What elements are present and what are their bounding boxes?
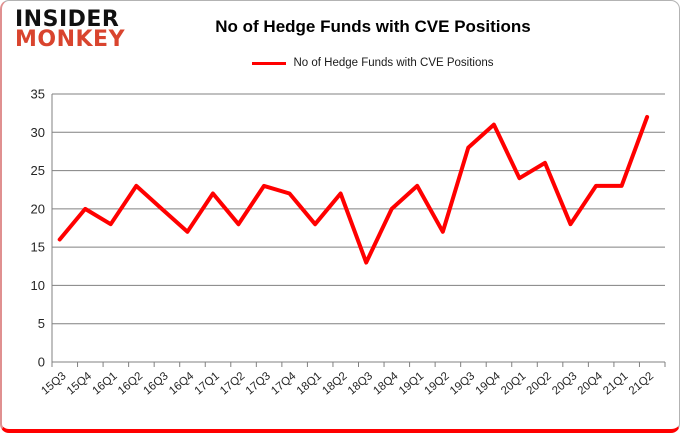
legend-label: No of Hedge Funds with CVE Positions — [293, 57, 494, 69]
chart-legend: No of Hedge Funds with CVE Positions — [67, 57, 679, 69]
x-tick-label: 18Q2 — [320, 370, 349, 397]
x-tick-label: 17Q2 — [218, 370, 247, 397]
data-line-series — [57, 115, 650, 265]
x-tick-label: 19Q4 — [474, 370, 504, 398]
x-tick-label: 20Q3 — [550, 370, 579, 397]
x-tick-label: 16Q4 — [167, 370, 197, 398]
x-tick-label: 17Q1 — [193, 370, 222, 397]
x-tick-label: 18Q3 — [346, 370, 375, 397]
y-tick-label: 20 — [31, 201, 45, 216]
logo-line2: MONKEY — [15, 27, 126, 53]
y-tick-label: 15 — [31, 240, 45, 255]
y-tick-label: 35 — [31, 87, 45, 102]
y-axis-labels: 0 5 10 15 20 25 30 35 — [31, 87, 45, 370]
legend-line-swatch — [252, 61, 287, 65]
y-tick-label: 0 — [38, 355, 45, 370]
x-tick-label: 21Q1 — [601, 370, 630, 397]
y-tick-label: 10 — [31, 278, 45, 293]
x-tick-label: 17Q3 — [244, 370, 273, 397]
x-tick-label: 19Q3 — [448, 370, 477, 397]
x-tick-label: 18Q1 — [295, 370, 324, 397]
x-tick-label: 16Q2 — [116, 370, 145, 397]
insider-monkey-logo: INSIDER MONKEY — [15, 7, 126, 53]
y-tick-label: 5 — [38, 316, 45, 331]
x-tick-label: 16Q3 — [141, 370, 170, 397]
x-tick-label: 20Q1 — [499, 370, 528, 397]
axes — [51, 94, 665, 366]
x-tick-label: 21Q2 — [627, 370, 656, 397]
chart-header: No of Hedge Funds with CVE Positions No … — [67, 1, 679, 69]
chart-title: No of Hedge Funds with CVE Positions — [215, 17, 531, 36]
x-axis-ticks — [51, 362, 666, 367]
x-tick-label: 18Q4 — [371, 370, 401, 398]
x-tick-label: 15Q3 — [39, 370, 68, 397]
x-tick-label: 19Q1 — [397, 370, 426, 397]
x-tick-label: 19Q2 — [422, 370, 451, 397]
x-tick-label: 15Q4 — [65, 370, 95, 398]
gridlines — [52, 93, 665, 363]
x-tick-label: 17Q4 — [269, 370, 299, 398]
x-axis-labels: 15Q315Q416Q116Q216Q316Q417Q117Q217Q317Q4… — [39, 370, 656, 398]
x-tick-label: 20Q2 — [525, 370, 554, 397]
logo-line1: INSIDER — [15, 7, 120, 32]
x-tick-label: 16Q1 — [90, 370, 119, 397]
y-tick-label: 25 — [31, 163, 45, 178]
x-tick-label: 20Q4 — [576, 370, 606, 398]
y-tick-label: 30 — [31, 125, 45, 140]
